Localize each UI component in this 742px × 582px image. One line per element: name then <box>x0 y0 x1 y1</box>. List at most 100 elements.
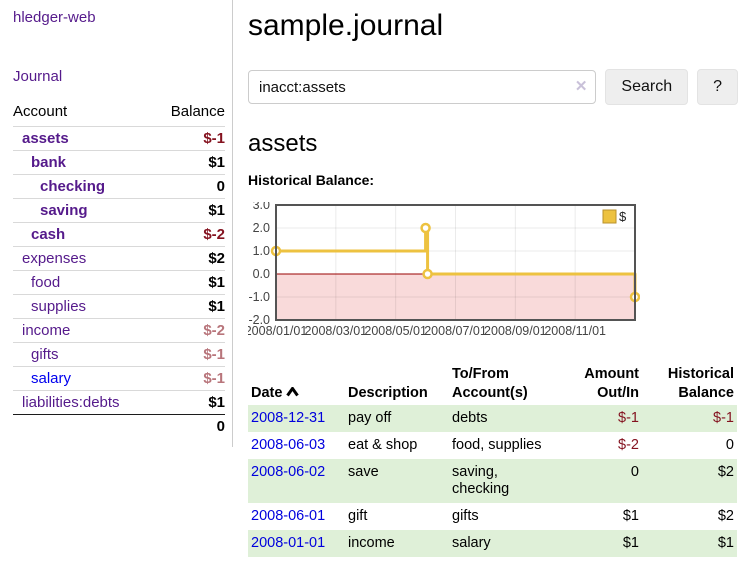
table-row: 2008-06-03 eat & shop food, supplies $-2 0 <box>248 432 737 459</box>
account-row: gifts $-1 <box>13 342 225 367</box>
transaction-accounts-cell: saving, checking <box>452 464 510 497</box>
account-link[interactable]: bank <box>31 154 67 171</box>
chart-title: Historical Balance: <box>248 172 375 188</box>
transaction-balance-cell: $2 <box>717 508 734 524</box>
column-header-balance: Historical Balance <box>667 366 734 401</box>
column-header-accounts: To/From Account(s) <box>452 366 528 401</box>
account-row: food $1 <box>13 270 225 295</box>
x-axis-tick-label: 2008/05/01 <box>364 324 427 338</box>
account-balance: $-1 <box>203 130 225 147</box>
date-link[interactable]: 2008-06-01 <box>251 508 326 524</box>
account-link[interactable]: gifts <box>31 346 59 363</box>
register-table: Date Description To/From Account(s) Amou… <box>248 363 737 557</box>
sidebar: hledger-web Journal Account Balance asse… <box>0 0 233 447</box>
account-row: expenses $2 <box>13 246 225 271</box>
account-link[interactable]: salary <box>31 370 72 387</box>
transaction-date-cell: 2008-06-01 <box>248 503 345 530</box>
transaction-balance-cell: 0 <box>725 437 734 453</box>
account-heading: assets <box>248 130 318 157</box>
column-header-amount: Amount Out/In <box>584 366 639 401</box>
transaction-amount-cell: $-2 <box>618 437 639 453</box>
account-balance: $1 <box>208 154 225 171</box>
account-link[interactable]: expenses <box>22 250 87 267</box>
transaction-accounts-cell: debts <box>452 410 488 426</box>
account-balance: $1 <box>208 298 225 315</box>
transaction-accounts-cell: salary <box>452 535 491 551</box>
account-link[interactable]: checking <box>40 178 106 195</box>
x-axis-tick-label: 2008/01/01 <box>248 324 307 338</box>
accounts-header-balance: Balance <box>170 103 225 120</box>
search-button[interactable]: Search <box>605 69 689 105</box>
accounts-total-value: 0 <box>153 414 225 438</box>
table-row: 2008-12-31 pay off debts $-1 $-1 <box>248 405 737 432</box>
transaction-date-cell: 2008-06-03 <box>248 432 345 459</box>
y-axis-tick-label: 0.0 <box>253 267 270 281</box>
y-axis-tick-label: 1.0 <box>253 244 270 258</box>
x-axis-tick-label: 2008/03/01 <box>305 324 368 338</box>
table-row: 2008-06-02 save saving, checking 0 $2 <box>248 459 737 503</box>
account-link[interactable]: assets <box>22 130 69 147</box>
account-link[interactable]: saving <box>40 202 88 219</box>
transaction-amount-cell: $-1 <box>618 410 639 426</box>
date-link[interactable]: 2008-12-31 <box>251 410 326 426</box>
accounts-total-row: 0 <box>13 414 225 438</box>
legend-label: $ <box>619 209 627 224</box>
transaction-balance-cell: $1 <box>717 535 734 551</box>
transaction-accounts-cell: gifts <box>452 508 479 524</box>
y-axis-tick-label: 2.0 <box>253 221 270 235</box>
page-title: sample.journal <box>248 9 444 42</box>
account-row: income $-2 <box>13 318 225 343</box>
account-row: bank $1 <box>13 150 225 175</box>
account-link[interactable]: supplies <box>31 298 87 315</box>
account-link[interactable]: liabilities:debts <box>22 394 120 411</box>
account-row: assets $-1 <box>13 126 225 151</box>
x-axis-tick-label: 2008/07/01 <box>424 324 487 338</box>
sort-ascending-icon <box>286 385 300 397</box>
account-link[interactable]: food <box>31 274 61 291</box>
legend-swatch <box>602 209 617 224</box>
transaction-description-cell: save <box>348 464 379 480</box>
y-axis-tick-label: 3.0 <box>253 202 270 212</box>
help-button[interactable]: ? <box>697 69 738 105</box>
table-row: 2008-01-01 income salary $1 $1 <box>248 530 737 557</box>
account-row: liabilities:debts $1 <box>13 390 225 415</box>
transaction-amount-cell: 0 <box>630 464 639 480</box>
transaction-balance-cell: $-1 <box>713 410 734 426</box>
account-link[interactable]: cash <box>31 226 66 243</box>
clear-search-icon[interactable]: ✕ <box>574 78 588 95</box>
transaction-balance-cell: $2 <box>717 464 734 480</box>
accounts-header-account: Account <box>13 103 68 120</box>
table-row: 2008-06-01 gift gifts $1 $2 <box>248 503 737 530</box>
search-bar: ✕ Search ? <box>248 69 738 105</box>
nav-journal-link[interactable]: Journal <box>13 68 63 85</box>
account-balance: $-2 <box>203 322 225 339</box>
date-link[interactable]: 2008-06-02 <box>251 464 326 480</box>
transaction-amount-cell: $1 <box>622 535 639 551</box>
y-axis-tick-label: -1.0 <box>248 290 270 304</box>
balance-chart-svg: 3.0 2.0 1.0 0.0 -1.0 -2.02008/01/012008/03/01… <box>245 198 641 338</box>
account-balance: $1 <box>208 394 225 411</box>
column-header-date[interactable]: Date <box>248 363 345 405</box>
transaction-date-cell: 2008-12-31 <box>248 405 345 432</box>
sidebar-nav: Journal <box>13 68 224 85</box>
transaction-date-cell: 2008-06-02 <box>248 459 345 503</box>
account-row: supplies $1 <box>13 294 225 319</box>
transaction-description-cell: pay off <box>348 410 392 426</box>
account-balance: $-1 <box>203 346 225 363</box>
account-row: cash $-2 <box>13 222 225 247</box>
transaction-description-cell: gift <box>348 508 368 524</box>
app-title-link[interactable]: hledger-web <box>13 9 96 26</box>
search-input[interactable] <box>248 70 597 104</box>
account-row: checking 0 <box>13 174 225 199</box>
transaction-date-cell: 2008-01-01 <box>248 530 345 557</box>
account-balance: 0 <box>216 178 225 195</box>
accounts-table: Account Balance assets $-1 bank $1 checking 0… <box>13 101 225 438</box>
date-link[interactable]: 2008-01-01 <box>251 535 326 551</box>
account-balance: $2 <box>208 250 225 267</box>
column-header-description: Description <box>348 385 428 401</box>
date-link[interactable]: 2008-06-03 <box>251 437 326 453</box>
historical-balance-chart: 3.0 2.0 1.0 0.0 -1.0 -2.0 2008/01/01 2008/03/01… <box>245 198 738 345</box>
account-link[interactable]: income <box>22 322 71 339</box>
transaction-description-cell: eat & shop <box>348 437 418 453</box>
account-balance: $1 <box>208 202 225 219</box>
